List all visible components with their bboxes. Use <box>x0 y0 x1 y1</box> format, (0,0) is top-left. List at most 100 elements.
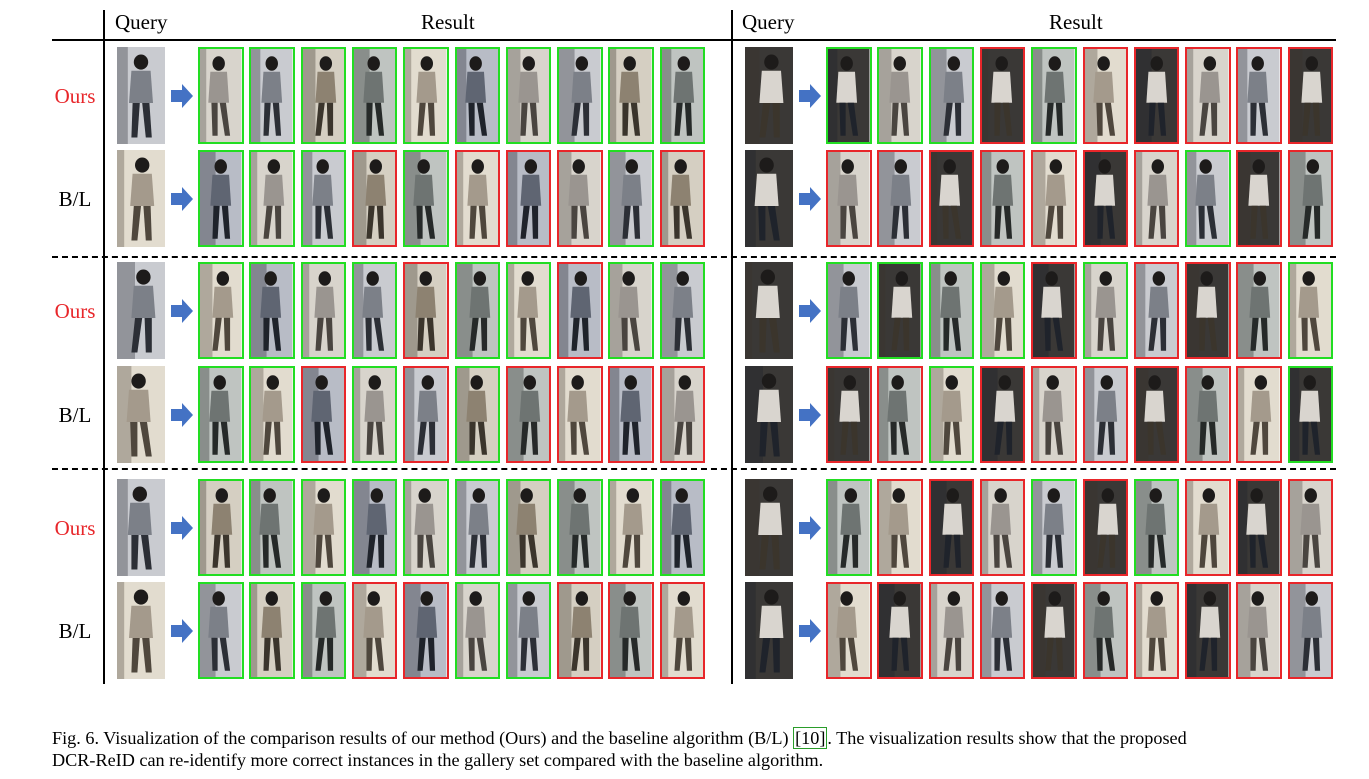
result-image-right-3-6 <box>1133 366 1180 463</box>
right-arrow-icon-2 <box>799 298 821 323</box>
result-image-left-5-8 <box>608 582 654 679</box>
result-image-left-5-1 <box>249 582 295 679</box>
result-image-left-1-8 <box>608 150 654 247</box>
result-image-right-2-6 <box>1133 262 1180 359</box>
result-image-right-2-8 <box>1236 262 1282 359</box>
result-image-right-1-6 <box>1133 150 1180 247</box>
left-result-header: Result <box>421 10 475 34</box>
result-image-right-2-9 <box>1287 262 1334 359</box>
left-arrow-icon-5 <box>171 618 193 643</box>
result-image-left-2-4 <box>403 262 449 359</box>
result-image-right-4-0 <box>826 479 872 576</box>
result-image-right-4-1 <box>877 479 923 576</box>
left-label-divider <box>103 10 105 684</box>
result-image-left-4-6 <box>505 479 552 576</box>
result-image-left-2-7 <box>557 262 603 359</box>
result-image-left-3-9 <box>659 366 706 463</box>
result-image-left-0-5 <box>454 47 500 144</box>
result-image-left-0-7 <box>557 47 603 144</box>
result-image-left-2-2 <box>300 262 347 359</box>
group-divider-1 <box>52 256 1336 258</box>
right-arrow-icon-4 <box>799 515 821 540</box>
result-image-right-3-4 <box>1031 366 1077 463</box>
result-image-left-0-2 <box>300 47 347 144</box>
result-image-right-4-8 <box>1236 479 1282 576</box>
left-arrow-icon-2 <box>171 298 193 323</box>
result-image-right-0-7 <box>1185 47 1231 144</box>
result-image-right-5-5 <box>1082 582 1128 679</box>
result-image-left-2-6 <box>505 262 552 359</box>
caption-prefix: Fig. 6. Visualization of the comparison … <box>52 728 794 748</box>
result-image-right-3-9 <box>1287 366 1334 463</box>
result-image-left-4-3 <box>351 479 398 576</box>
center-divider <box>731 10 733 684</box>
result-image-left-5-6 <box>505 582 552 679</box>
result-image-right-3-3 <box>979 366 1026 463</box>
result-image-left-1-5 <box>454 150 500 247</box>
result-image-left-5-0 <box>198 582 244 679</box>
result-image-right-3-2 <box>928 366 975 463</box>
figure-caption: Fig. 6. Visualization of the comparison … <box>52 727 1352 771</box>
result-image-left-4-8 <box>608 479 654 576</box>
result-image-right-1-3 <box>979 150 1026 247</box>
result-image-right-5-2 <box>928 582 975 679</box>
left-arrow-icon-4 <box>171 515 193 540</box>
result-image-left-1-2 <box>300 150 347 247</box>
header-rule <box>52 39 1336 41</box>
result-image-right-0-2 <box>928 47 975 144</box>
result-image-left-3-1 <box>249 366 295 463</box>
left-query-header: Query <box>115 10 168 34</box>
query-image-right-2 <box>745 262 793 359</box>
result-image-right-2-0 <box>826 262 872 359</box>
caption-suffix: . The visualization results show that th… <box>827 728 1187 748</box>
row-label-2: Ours <box>54 298 96 323</box>
result-image-right-2-7 <box>1185 262 1231 359</box>
result-image-left-5-7 <box>557 582 603 679</box>
result-image-right-4-4 <box>1031 479 1077 576</box>
result-image-right-4-2 <box>928 479 975 576</box>
left-arrow-icon-3 <box>171 402 193 427</box>
result-image-right-1-1 <box>877 150 923 247</box>
result-image-right-4-6 <box>1133 479 1180 576</box>
result-image-right-5-9 <box>1287 582 1334 679</box>
result-image-left-4-4 <box>403 479 449 576</box>
caption-line2: DCR-ReID can re-identify more correct in… <box>52 750 824 770</box>
result-image-right-0-1 <box>877 47 923 144</box>
result-image-left-5-4 <box>403 582 449 679</box>
result-image-left-1-9 <box>659 150 706 247</box>
result-image-right-0-9 <box>1287 47 1334 144</box>
query-image-right-3 <box>745 366 793 463</box>
right-arrow-icon-1 <box>799 186 821 211</box>
result-image-right-5-1 <box>877 582 923 679</box>
right-result-header: Result <box>1049 10 1103 34</box>
result-image-right-3-1 <box>877 366 923 463</box>
result-image-left-3-7 <box>557 366 603 463</box>
result-image-right-0-3 <box>979 47 1026 144</box>
right-arrow-icon-5 <box>799 618 821 643</box>
result-image-left-2-0 <box>198 262 244 359</box>
caption-citation[interactable]: [10] <box>793 727 828 749</box>
result-image-right-2-1 <box>877 262 923 359</box>
result-image-left-1-7 <box>557 150 603 247</box>
query-image-left-5 <box>117 582 165 679</box>
result-image-right-4-3 <box>979 479 1026 576</box>
result-image-left-4-9 <box>659 479 706 576</box>
result-image-right-2-2 <box>928 262 975 359</box>
result-image-left-3-2 <box>300 366 347 463</box>
result-image-left-2-5 <box>454 262 500 359</box>
result-image-right-0-5 <box>1082 47 1128 144</box>
result-image-right-3-7 <box>1185 366 1231 463</box>
result-image-left-1-4 <box>403 150 449 247</box>
row-label-5: B/L <box>58 618 92 643</box>
result-image-right-1-2 <box>928 150 975 247</box>
row-label-0: Ours <box>54 83 96 108</box>
result-image-left-3-8 <box>608 366 654 463</box>
result-image-right-4-7 <box>1185 479 1231 576</box>
query-image-left-4 <box>117 479 165 576</box>
query-image-right-5 <box>745 582 793 679</box>
result-image-left-3-3 <box>351 366 398 463</box>
result-image-right-5-7 <box>1185 582 1231 679</box>
left-arrow-icon-1 <box>171 186 193 211</box>
row-label-1: B/L <box>58 186 92 211</box>
result-image-left-3-5 <box>454 366 500 463</box>
